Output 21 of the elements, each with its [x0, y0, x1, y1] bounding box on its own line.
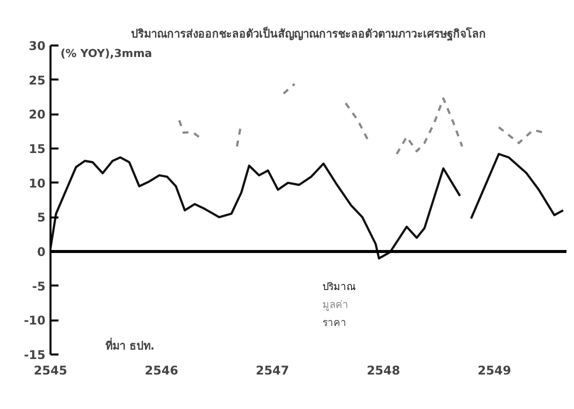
y-tick-label: -15 [24, 348, 46, 362]
text: ปริมาณ [322, 282, 356, 293]
y-tick-label: 0 [37, 245, 46, 259]
annotation: ราคา [322, 318, 346, 329]
y-tick-label: -5 [32, 279, 46, 294]
y-tick-label: 25 [28, 73, 46, 88]
y-axis-title: (% YOY),3mma [60, 47, 152, 60]
y-tick-label: 15 [28, 142, 46, 156]
x-tick-label: 2548 [366, 364, 400, 378]
x-tick-label: 2549 [478, 364, 512, 378]
y-tick-label: 30 [28, 39, 46, 53]
y-tick-label: 5 [37, 210, 46, 225]
y-tick-label: 10 [28, 176, 46, 190]
y-tick-label: -10 [24, 314, 46, 328]
x-tick-label: 2547 [256, 364, 290, 378]
y-tick-label: 20 [28, 108, 46, 122]
chart-title: ปริมาณการส่งออกชะลอตัวเป็นสัญญาณการชะลอตัวตามภาวะเศรษฐกิจโลก [131, 26, 486, 42]
annotation: ที่มา ธปท. [106, 338, 155, 352]
text: มูลค่า [322, 300, 348, 311]
x-tick-label: 2545 [34, 364, 68, 378]
x-tick-label: 2546 [144, 364, 178, 378]
